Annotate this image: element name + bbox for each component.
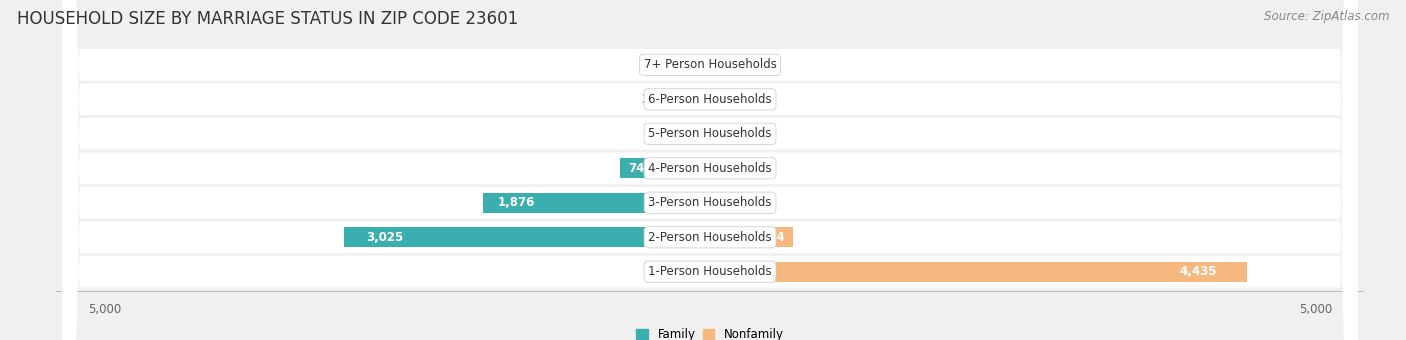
Text: 4,435: 4,435	[1180, 265, 1216, 278]
FancyBboxPatch shape	[62, 0, 1358, 340]
Text: 684: 684	[761, 231, 785, 244]
Text: 34: 34	[721, 162, 737, 175]
Bar	[710, 227, 793, 247]
Text: 321: 321	[641, 93, 664, 106]
Text: 6-Person Households: 6-Person Households	[648, 93, 772, 106]
Bar	[671, 89, 710, 109]
Text: 4-Person Households: 4-Person Households	[648, 162, 772, 175]
Bar	[703, 55, 710, 75]
FancyBboxPatch shape	[62, 0, 1358, 340]
Bar	[655, 124, 710, 144]
Bar	[710, 158, 714, 178]
Bar	[620, 158, 710, 178]
Text: 448: 448	[662, 127, 688, 140]
FancyBboxPatch shape	[62, 0, 1358, 340]
Bar	[482, 193, 710, 213]
FancyBboxPatch shape	[62, 0, 1358, 340]
FancyBboxPatch shape	[62, 0, 1358, 340]
Text: HOUSEHOLD SIZE BY MARRIAGE STATUS IN ZIP CODE 23601: HOUSEHOLD SIZE BY MARRIAGE STATUS IN ZIP…	[17, 10, 519, 28]
FancyBboxPatch shape	[62, 0, 1358, 340]
Text: 744: 744	[628, 162, 652, 175]
FancyBboxPatch shape	[62, 0, 1358, 340]
Text: 1,876: 1,876	[498, 196, 536, 209]
Bar	[710, 262, 1247, 282]
Text: 2-Person Households: 2-Person Households	[648, 231, 772, 244]
Legend: Family, Nonfamily: Family, Nonfamily	[637, 328, 783, 340]
Text: 1-Person Households: 1-Person Households	[648, 265, 772, 278]
Text: 5-Person Households: 5-Person Households	[648, 127, 772, 140]
Text: 54: 54	[682, 58, 696, 71]
Text: 21: 21	[720, 196, 735, 209]
Bar	[344, 227, 710, 247]
Text: 7+ Person Households: 7+ Person Households	[644, 58, 776, 71]
Text: 3,025: 3,025	[366, 231, 404, 244]
Text: 3-Person Households: 3-Person Households	[648, 196, 772, 209]
Bar	[710, 193, 713, 213]
Text: Source: ZipAtlas.com: Source: ZipAtlas.com	[1264, 10, 1389, 23]
Text: 8: 8	[718, 58, 725, 71]
